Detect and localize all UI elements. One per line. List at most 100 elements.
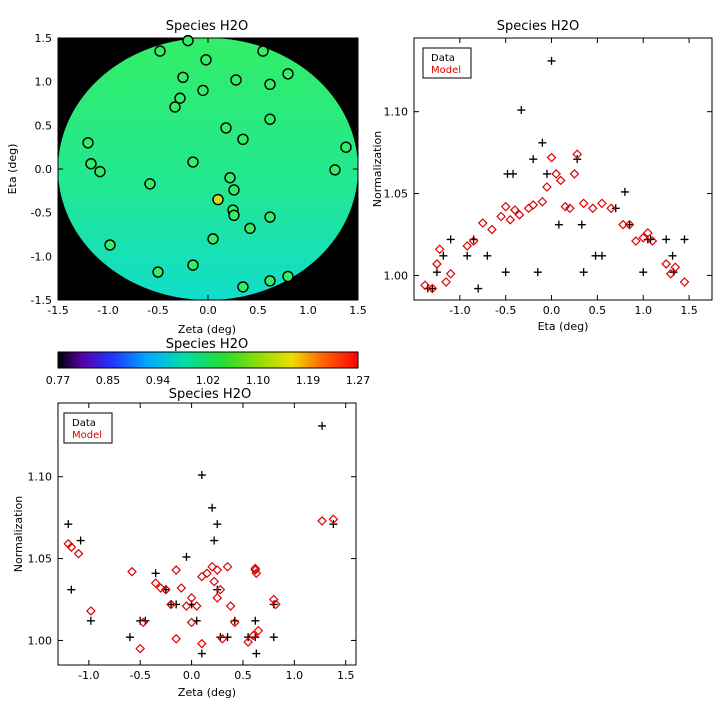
- eta-data-point: [428, 284, 437, 293]
- map-point: [85, 158, 97, 170]
- zeta-data-point: [64, 520, 73, 529]
- eta-xlabel: Eta (deg): [538, 320, 589, 333]
- zeta-model-point: [166, 599, 176, 610]
- eta-model-point: [665, 268, 676, 279]
- map-xtick-label: 1.0: [299, 304, 317, 317]
- eta-model-point: [631, 236, 641, 246]
- zeta-xtick-label: 1.5: [337, 669, 355, 682]
- map-point: [237, 133, 249, 146]
- zeta-model-point: [171, 565, 182, 575]
- eta-model-point: [565, 203, 575, 214]
- zeta-model-point: [328, 514, 339, 525]
- zeta-model-point: [191, 601, 202, 611]
- map-point: [212, 193, 224, 206]
- eta-model-point: [618, 219, 628, 230]
- map-point: [187, 259, 199, 271]
- map-point: [257, 45, 269, 57]
- eta-model-point: [462, 241, 473, 251]
- map-point: [82, 137, 94, 149]
- zeta-ytick-label: 1.10: [28, 471, 53, 484]
- eta-model-point: [638, 232, 649, 243]
- zeta-model-point: [73, 548, 84, 559]
- eta-data-point: [533, 268, 542, 277]
- zeta-data-point: [67, 585, 76, 594]
- eta-panel: Species H2O -1.0 -0.5 0.0 0.5 1.0 1.5 1.00 1.05…: [371, 19, 713, 333]
- zeta-axes: -1.0 -0.5 0.0 0.5 1.0 1.5 1.00 1.05 1.10: [28, 403, 356, 682]
- colorbar-tick-label: 0.94: [146, 374, 171, 387]
- map-xtick-label: -1.0: [97, 304, 118, 317]
- zeta-model-point: [155, 583, 166, 593]
- map-point: [197, 84, 209, 97]
- map-ytick-label: 1.5: [35, 32, 53, 45]
- map-point: [228, 209, 240, 221]
- zeta-model-point: [212, 565, 223, 575]
- map-point: [237, 281, 249, 293]
- eta-data-point: [554, 220, 563, 229]
- eta-model-point: [523, 203, 534, 214]
- map-point: [264, 211, 276, 223]
- colorbar-tick-label: 1.27: [346, 374, 371, 387]
- zeta-ytick-label: 1.05: [28, 553, 53, 566]
- colorbar-tick-label: 0.85: [96, 374, 121, 387]
- eta-model-point: [445, 268, 456, 279]
- eta-data-point: [597, 251, 606, 260]
- eta-model-point: [546, 152, 557, 163]
- eta-xtick-label: 0.0: [543, 304, 561, 317]
- eta-xtick-label: -0.5: [495, 304, 516, 317]
- zeta-data-point: [151, 569, 160, 578]
- zeta-title: Species H2O: [169, 387, 251, 402]
- zeta-model-point: [150, 578, 161, 588]
- eta-model-point: [551, 169, 561, 179]
- zeta-model-point: [229, 617, 240, 628]
- eta-model-point: [434, 244, 445, 255]
- map-point: [144, 178, 156, 190]
- eta-model-point: [572, 149, 583, 160]
- zeta-model-point: [225, 601, 236, 611]
- eta-model-point: [441, 277, 451, 287]
- map-points: [82, 34, 352, 293]
- map-point: [264, 275, 276, 287]
- zeta-model-point: [138, 617, 149, 628]
- eta-model-point: [468, 236, 479, 246]
- eta-model-point: [487, 224, 497, 235]
- zeta-data-point: [197, 649, 206, 658]
- zeta-model-point: [253, 625, 264, 636]
- zeta-data-point: [210, 536, 219, 545]
- zeta-model-point: [186, 617, 197, 628]
- zeta-xtick-label: 0.5: [234, 669, 252, 682]
- eta-model-point: [578, 198, 589, 209]
- map-point: [174, 92, 186, 104]
- map-ytick-label: 1.0: [35, 76, 53, 89]
- colorbar-title: Species H2O: [166, 337, 248, 352]
- map-point: [220, 122, 232, 134]
- eta-model-point: [679, 277, 690, 287]
- map-axes: -1.5 -1.0 -0.5 0.0 0.5 1.0 1.5 -1.5 -1.0 -0.5 0.0 0…: [31, 32, 367, 317]
- colorbar-tick-label: 1.19: [296, 374, 321, 387]
- eta-data-point: [446, 235, 455, 244]
- eta-data-point: [538, 138, 547, 147]
- zeta-model-point: [135, 643, 146, 654]
- map-point: [340, 141, 352, 153]
- eta-data-point: [432, 268, 441, 277]
- zeta-data-point: [329, 520, 338, 529]
- eta-model-point: [569, 169, 580, 179]
- zeta-model-point: [202, 568, 212, 579]
- zeta-ylabel: Normalization: [12, 496, 25, 572]
- map-xtick-label: 0.0: [199, 304, 217, 317]
- zeta-model-point: [270, 599, 281, 610]
- zeta-data-point: [76, 536, 85, 545]
- zeta-xtick-label: 1.0: [286, 669, 304, 682]
- map-point: [182, 34, 194, 47]
- eta-data-point: [668, 251, 677, 260]
- eta-model-point: [528, 200, 539, 210]
- eta-points: [420, 56, 690, 294]
- map-ytick-label: 0.0: [35, 163, 53, 176]
- map-ytick-label: -1.5: [31, 294, 52, 307]
- zeta-data-point: [197, 471, 206, 480]
- eta-ytick-label: 1.05: [384, 188, 409, 201]
- zeta-model-point: [66, 542, 77, 552]
- map-xlabel: Zeta (deg): [178, 323, 236, 336]
- map-point: [228, 184, 240, 196]
- eta-legend-box: [422, 47, 472, 79]
- zeta-model-point: [209, 576, 220, 587]
